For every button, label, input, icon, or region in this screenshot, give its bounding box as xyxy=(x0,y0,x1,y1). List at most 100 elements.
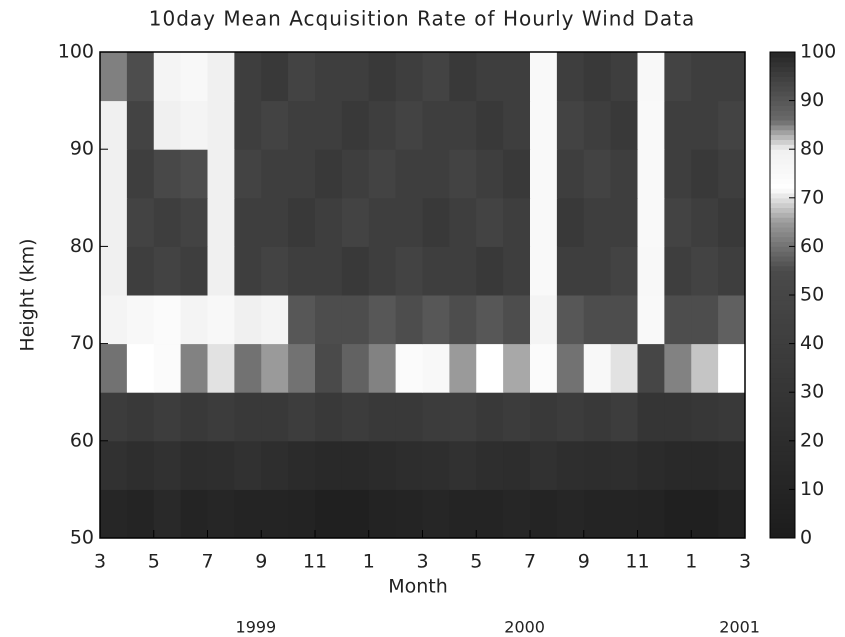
heat-cell xyxy=(449,343,477,393)
colorbar-step xyxy=(770,528,795,534)
heat-cell xyxy=(556,440,585,490)
heat-cell xyxy=(610,246,638,296)
x-tick-label: 1 xyxy=(685,551,697,573)
heat-cell xyxy=(664,343,692,393)
colorbar-step xyxy=(770,90,795,97)
heat-cell xyxy=(610,392,638,442)
heat-cell xyxy=(288,197,316,247)
colorbar-step xyxy=(770,304,795,311)
heat-cell xyxy=(664,440,692,490)
heat-cell xyxy=(691,489,719,539)
colorbar-step xyxy=(770,149,795,155)
heat-cell xyxy=(476,100,504,150)
y-tick-label: 80 xyxy=(70,235,94,257)
heat-cell xyxy=(153,197,182,247)
colorbar-step xyxy=(770,324,795,330)
heat-cell xyxy=(422,52,450,102)
colorbar-step xyxy=(770,144,795,150)
heat-cell xyxy=(261,149,289,199)
heat-cell xyxy=(556,52,585,102)
heat-cell xyxy=(153,489,182,539)
colorbar-step xyxy=(770,474,795,481)
heat-cell xyxy=(637,246,665,296)
colorbar-step xyxy=(770,377,795,383)
colorbar-step xyxy=(770,295,795,301)
heat-cell xyxy=(637,295,665,345)
heat-cell xyxy=(530,440,558,490)
y-tick-label: 70 xyxy=(70,332,94,354)
colorbar-step xyxy=(770,329,795,335)
heat-cell xyxy=(583,197,612,247)
colorbar-step xyxy=(770,479,795,486)
heat-cell xyxy=(100,343,128,393)
heat-cell xyxy=(126,149,155,199)
heat-cell xyxy=(100,392,128,442)
heat-cell xyxy=(664,489,692,539)
heat-cell xyxy=(288,392,316,442)
heat-cell xyxy=(422,295,450,345)
heat-cell xyxy=(637,100,665,150)
colorbar-step xyxy=(770,236,795,243)
x-tick-label: 5 xyxy=(470,551,482,573)
heat-cell xyxy=(368,52,397,102)
colorbar-step xyxy=(770,319,795,325)
heat-cell xyxy=(341,100,370,150)
heat-cell xyxy=(583,295,612,345)
x-tick-label: 9 xyxy=(578,551,590,573)
heat-cell xyxy=(315,392,343,442)
colorbar-step xyxy=(770,397,795,403)
heat-cell xyxy=(449,246,477,296)
heat-cell xyxy=(153,52,182,102)
year-label: 2000 xyxy=(504,618,545,637)
heat-cell xyxy=(449,392,477,442)
colorbar-tick-label: 40 xyxy=(800,332,824,354)
heat-cell xyxy=(449,52,477,102)
heat-cell xyxy=(100,295,128,345)
colorbar-step xyxy=(770,173,795,179)
heat-cell xyxy=(718,295,746,345)
heat-cell xyxy=(691,149,719,199)
colorbar-step xyxy=(770,508,795,515)
heat-cell xyxy=(422,392,450,442)
heat-cell xyxy=(718,440,746,490)
colorbar-step xyxy=(770,158,795,165)
colorbar-step xyxy=(770,401,795,408)
colorbar-step xyxy=(770,290,795,296)
heat-cell xyxy=(395,197,423,247)
heat-cell xyxy=(664,100,692,150)
heat-cell xyxy=(288,295,316,345)
colorbar-step xyxy=(770,275,795,281)
colorbar-step xyxy=(770,392,795,398)
heat-cell xyxy=(153,295,182,345)
heat-cell xyxy=(718,489,746,539)
colorbar-step xyxy=(770,518,795,524)
colorbar-step xyxy=(770,212,795,218)
heat-cell xyxy=(261,197,289,247)
heat-cell xyxy=(449,100,477,150)
colorbar-step xyxy=(770,168,795,174)
heat-cell xyxy=(126,392,155,442)
heat-cell xyxy=(718,52,746,102)
colorbar-step xyxy=(770,455,795,461)
colorbar-step xyxy=(770,202,795,209)
colorbar-step xyxy=(770,188,795,194)
colorbar-step xyxy=(770,81,795,87)
heat-cell xyxy=(476,392,504,442)
heat-cell xyxy=(503,440,531,490)
heat-cell xyxy=(341,197,370,247)
heat-cell xyxy=(341,440,370,490)
heat-cell xyxy=(100,440,128,490)
heat-cell xyxy=(691,392,719,442)
heat-cell xyxy=(126,295,155,345)
heat-cell xyxy=(556,246,585,296)
chart-title: 10day Mean Acquisition Rate of Hourly Wi… xyxy=(149,7,696,31)
heat-cell xyxy=(126,197,155,247)
heat-cell xyxy=(583,343,612,393)
heat-cell xyxy=(530,52,558,102)
heat-cell xyxy=(153,392,182,442)
heat-cell xyxy=(503,295,531,345)
colorbar-step xyxy=(770,499,795,505)
heat-cell xyxy=(207,246,235,296)
x-tick-label: 11 xyxy=(625,551,649,573)
heat-cell xyxy=(395,246,423,296)
